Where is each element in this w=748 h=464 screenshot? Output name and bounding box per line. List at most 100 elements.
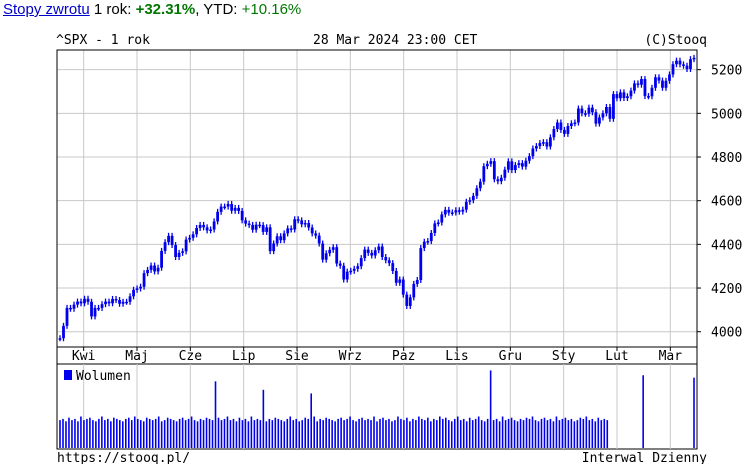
- price-candle: [605, 106, 608, 114]
- price-candle: [661, 80, 664, 88]
- price-candle: [615, 94, 619, 99]
- source-url[interactable]: https://stooq.pl/: [57, 451, 190, 464]
- price-candle: [79, 301, 83, 304]
- price-candle: [682, 64, 685, 66]
- price-candle: [314, 233, 318, 236]
- price-candle: [450, 212, 454, 214]
- period-label: 1 rok:: [93, 1, 132, 18]
- price-candle: [289, 228, 293, 230]
- price-candle: [90, 301, 93, 317]
- price-candle: [675, 60, 678, 65]
- price-candle: [370, 252, 374, 256]
- price-candle: [654, 77, 657, 88]
- price-candle: [461, 209, 465, 212]
- price-candle: [517, 163, 521, 166]
- price-candle: [310, 227, 314, 234]
- price-candle: [555, 122, 559, 130]
- price-candle: [251, 224, 255, 230]
- x-tick-label: Lut: [605, 349, 628, 364]
- price-candle: [384, 257, 388, 261]
- price-candle: [233, 207, 237, 211]
- price-candle: [598, 117, 601, 124]
- price-candle: [198, 224, 202, 228]
- price-candle: [373, 250, 377, 256]
- price-candle: [300, 220, 304, 225]
- price-candle: [552, 129, 556, 138]
- price-candle: [125, 301, 128, 304]
- y-tick-label: 4200: [711, 282, 742, 297]
- price-candle: [100, 304, 104, 308]
- price-candle: [650, 87, 654, 97]
- price-candle: [447, 209, 451, 213]
- price-candle: [181, 251, 184, 253]
- price-candle: [345, 271, 349, 280]
- price-candle: [471, 195, 475, 201]
- price-candle: [296, 219, 300, 221]
- price-candle: [443, 209, 447, 215]
- price-candle: [401, 279, 405, 295]
- price-candle: [629, 90, 633, 97]
- price-candle: [111, 298, 114, 304]
- price-candle: [135, 288, 139, 290]
- price-candle: [457, 210, 461, 212]
- price-candle: [412, 283, 416, 298]
- price-candle: [149, 265, 153, 270]
- x-tick-label: Mar: [659, 349, 683, 364]
- ytd-return-value: +10.16%: [241, 1, 302, 18]
- price-candle: [464, 201, 468, 210]
- x-tick-label: Cze: [179, 349, 203, 364]
- price-candle: [657, 77, 661, 81]
- price-candle: [619, 92, 622, 99]
- price-candle: [163, 242, 167, 251]
- price-candle: [156, 267, 160, 272]
- price-candle: [668, 74, 671, 81]
- price-candle: [254, 224, 258, 230]
- price-plot-frame: [56, 49, 698, 348]
- price-candle: [548, 137, 552, 147]
- price-candle: [387, 260, 391, 264]
- price-candle: [433, 223, 437, 234]
- price-candle: [626, 96, 629, 99]
- price-candle: [247, 223, 251, 226]
- price-candle: [573, 122, 577, 125]
- price-candle: [261, 225, 265, 232]
- price-candle: [436, 222, 440, 225]
- price-candle: [429, 233, 433, 242]
- price-candle: [482, 166, 486, 182]
- returns-link[interactable]: Stopy zwrotu: [3, 1, 90, 18]
- price-candle: [534, 146, 538, 149]
- y-tick-label: 4600: [711, 195, 742, 210]
- price-grid: [57, 50, 697, 347]
- x-tick-label: Paz: [392, 349, 415, 364]
- price-candle: [240, 210, 244, 221]
- price-candle: [601, 113, 605, 118]
- price-candle: [513, 165, 517, 171]
- price-candle: [643, 79, 647, 97]
- price-candle: [640, 79, 643, 85]
- y-tick-label: 4400: [711, 238, 742, 253]
- price-candle: [331, 247, 335, 250]
- price-candle: [160, 250, 163, 268]
- price-candle: [503, 169, 507, 178]
- price-candle: [167, 235, 170, 243]
- price-candle: [69, 307, 72, 310]
- price-candle: [671, 64, 675, 75]
- price-candle: [212, 221, 216, 230]
- x-tick-label: Lip: [232, 349, 256, 364]
- price-candle: [146, 269, 149, 274]
- price-candle: [538, 143, 542, 147]
- price-candle: [142, 273, 146, 287]
- x-tick-label: Lis: [445, 349, 468, 364]
- price-candle: [520, 163, 524, 167]
- volume-legend-swatch: [64, 370, 72, 380]
- price-candle: [419, 248, 423, 280]
- price-candle: [191, 234, 195, 238]
- price-candle: [510, 161, 514, 171]
- price-candle: [139, 286, 142, 289]
- price-candle: [363, 249, 367, 259]
- price-candle: [328, 249, 332, 254]
- interval-label: Interwal Dzienny: [582, 451, 707, 464]
- price-candle: [426, 241, 430, 243]
- price-candle: [527, 156, 531, 161]
- header-returns: Stopy zwrotu 1 rok: +32.31%, YTD: +10.16…: [3, 1, 302, 18]
